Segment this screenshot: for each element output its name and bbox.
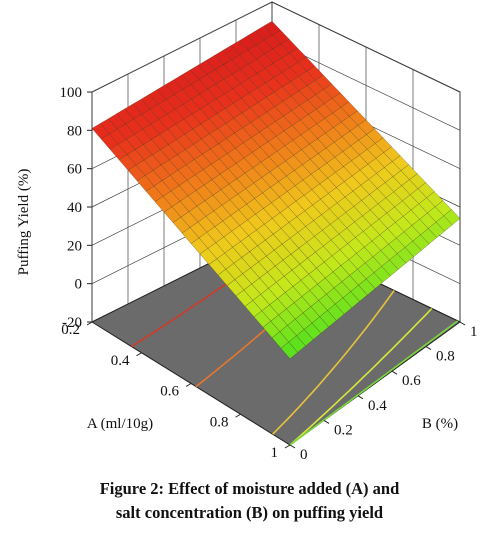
z-tick-label: 60: [67, 162, 82, 178]
x-axis-label: A (ml/10g): [87, 416, 153, 432]
z-axis-label: Puffing Yield (%): [16, 169, 32, 276]
y-tick-label: 0: [300, 447, 308, 463]
surface-plot: -20 0 20 40 60 80 100 0.2 0.4 0.6 0.8 1 0 0.2 0.4 0.6 0.…: [16, 1, 478, 463]
x-tick-label: 0.6: [160, 384, 179, 400]
x-tick-mark: [136, 352, 142, 357]
y-tick-mark: [323, 419, 330, 424]
y-axis-label: B (%): [422, 416, 458, 432]
z-tick-label: 20: [67, 238, 82, 254]
caption-line-1: Figure 2: Effect of moisture added (A) a…: [99, 479, 400, 498]
z-tick-label: -20: [62, 315, 82, 331]
x-tick-label: 1: [271, 445, 279, 461]
figure-caption: Figure 2: Effect of moisture added (A) a…: [0, 477, 499, 525]
contour-line: [289, 307, 433, 446]
y-tick-mark: [459, 321, 466, 326]
z-tick-label: 40: [67, 200, 82, 216]
y-tick-label: 1: [470, 324, 478, 340]
x-tick-label: 0.2: [61, 322, 80, 338]
y-tick-label: 0.2: [334, 422, 353, 438]
y-tick-label: 0.4: [368, 398, 387, 414]
x-tick-label: 0.4: [111, 353, 130, 369]
y-tick-label: 0.8: [436, 349, 455, 365]
z-tick-label: 80: [67, 123, 82, 139]
z-tick-label: 0: [75, 277, 83, 293]
y-tick-mark: [425, 346, 432, 351]
x-tick-mark: [284, 444, 291, 449]
contour-line: [289, 320, 459, 446]
response-surface: [91, 20, 461, 360]
y-tick-mark: [391, 370, 398, 375]
x-tick-mark: [185, 383, 192, 387]
axis-ticks: -20 0 20 40 60 80 100 0.2 0.4 0.6 0.8 1 0 0.2 0.4 0.6 0.…: [60, 85, 478, 463]
y-tick-mark: [289, 444, 296, 449]
z-tick-label: 100: [60, 85, 83, 101]
x-tick-label: 0.8: [210, 414, 229, 430]
surface-cell: [280, 341, 298, 360]
y-tick-mark: [357, 395, 364, 400]
x-tick-mark: [86, 321, 93, 326]
wall-gridline: [91, 1, 273, 93]
caption-line-2: salt concentration (B) on puffing yield: [115, 503, 384, 522]
x-tick-mark: [235, 413, 241, 418]
y-tick-label: 0.6: [402, 373, 421, 389]
contour-line: [272, 290, 395, 435]
